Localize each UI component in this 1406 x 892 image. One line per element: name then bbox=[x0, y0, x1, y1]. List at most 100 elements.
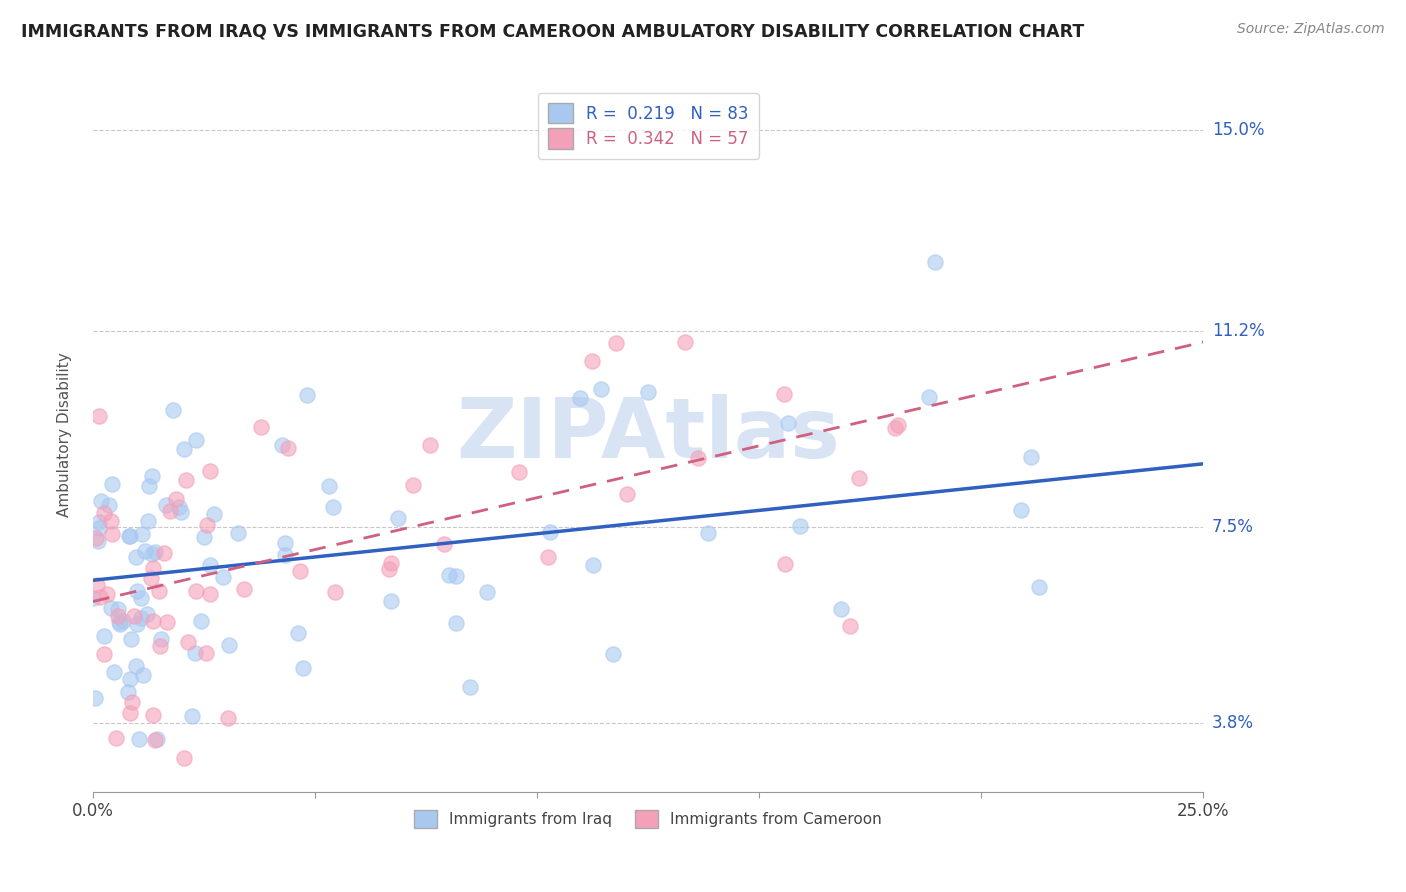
Point bbox=[125, 658, 148, 673]
Point bbox=[789, 519, 811, 533]
Point bbox=[884, 421, 907, 435]
Point bbox=[103, 665, 125, 679]
Point bbox=[84, 531, 107, 545]
Point bbox=[174, 474, 197, 488]
Y-axis label: Ambulatory Disability: Ambulatory Disability bbox=[58, 352, 72, 517]
Point bbox=[121, 695, 143, 709]
Text: 11.2%: 11.2% bbox=[1212, 323, 1264, 341]
Point bbox=[402, 477, 425, 491]
Point bbox=[156, 615, 179, 630]
Point bbox=[104, 731, 127, 746]
Point bbox=[159, 504, 181, 518]
Point bbox=[688, 450, 710, 465]
Point bbox=[165, 491, 187, 506]
Point bbox=[101, 477, 124, 491]
Point bbox=[177, 635, 200, 649]
Point bbox=[131, 526, 153, 541]
Point bbox=[143, 545, 166, 559]
Text: 15.0%: 15.0% bbox=[1212, 121, 1264, 139]
Point bbox=[141, 469, 163, 483]
Point bbox=[228, 525, 250, 540]
Point bbox=[136, 607, 159, 621]
Point bbox=[173, 442, 195, 457]
Point bbox=[1010, 503, 1032, 517]
Point bbox=[274, 548, 297, 562]
Point bbox=[89, 591, 111, 605]
Point bbox=[93, 506, 115, 520]
Point bbox=[145, 732, 167, 747]
Point bbox=[380, 594, 402, 608]
Point bbox=[387, 511, 409, 525]
Point bbox=[193, 529, 215, 543]
Point bbox=[198, 558, 221, 572]
Point bbox=[155, 498, 177, 512]
Point bbox=[508, 465, 530, 479]
Point bbox=[139, 571, 162, 585]
Point bbox=[295, 388, 318, 402]
Text: IMMIGRANTS FROM IRAQ VS IMMIGRANTS FROM CAMEROON AMBULATORY DISABILITY CORRELATI: IMMIGRANTS FROM IRAQ VS IMMIGRANTS FROM … bbox=[21, 22, 1084, 40]
Point bbox=[124, 550, 146, 565]
Point bbox=[195, 646, 218, 660]
Point bbox=[198, 464, 221, 478]
Point bbox=[167, 500, 190, 515]
Point bbox=[128, 732, 150, 747]
Point bbox=[582, 558, 605, 572]
Point bbox=[148, 584, 170, 599]
Point bbox=[190, 614, 212, 628]
Text: 7.5%: 7.5% bbox=[1212, 518, 1254, 536]
Point bbox=[838, 619, 860, 633]
Point bbox=[138, 514, 160, 528]
Point bbox=[778, 416, 800, 430]
Point bbox=[444, 616, 467, 631]
Point bbox=[292, 661, 315, 675]
Point bbox=[433, 537, 456, 551]
Point bbox=[89, 409, 111, 423]
Point bbox=[419, 438, 441, 452]
Point bbox=[107, 602, 129, 616]
Point bbox=[90, 494, 112, 508]
Point bbox=[830, 602, 852, 616]
Point bbox=[170, 505, 193, 519]
Point bbox=[195, 517, 218, 532]
Point bbox=[89, 516, 111, 530]
Point bbox=[287, 625, 309, 640]
Point bbox=[120, 632, 142, 646]
Point bbox=[142, 614, 165, 628]
Point bbox=[118, 529, 141, 543]
Point bbox=[568, 391, 591, 405]
Point bbox=[290, 564, 312, 578]
Point bbox=[93, 629, 115, 643]
Point bbox=[184, 433, 207, 447]
Point bbox=[217, 711, 239, 725]
Point bbox=[124, 608, 146, 623]
Point bbox=[143, 732, 166, 747]
Point bbox=[118, 529, 141, 543]
Point bbox=[232, 582, 254, 597]
Point bbox=[120, 673, 142, 687]
Point bbox=[93, 647, 115, 661]
Point bbox=[134, 544, 156, 558]
Point bbox=[537, 550, 560, 565]
Point bbox=[100, 514, 122, 528]
Point bbox=[591, 382, 613, 396]
Point bbox=[132, 667, 155, 681]
Point bbox=[538, 524, 561, 539]
Point bbox=[773, 557, 796, 571]
Point bbox=[97, 499, 120, 513]
Point bbox=[127, 583, 149, 598]
Point bbox=[274, 536, 297, 550]
Point bbox=[198, 587, 221, 601]
Point bbox=[87, 534, 110, 549]
Text: ZIPAtlas: ZIPAtlas bbox=[457, 394, 841, 475]
Point bbox=[886, 417, 908, 432]
Point bbox=[377, 562, 399, 576]
Point bbox=[637, 385, 659, 400]
Point bbox=[212, 569, 235, 583]
Point bbox=[129, 611, 152, 625]
Point bbox=[602, 647, 624, 661]
Point bbox=[1019, 450, 1042, 464]
Point bbox=[118, 706, 141, 721]
Point bbox=[149, 640, 172, 654]
Point bbox=[271, 438, 294, 452]
Point bbox=[138, 479, 160, 493]
